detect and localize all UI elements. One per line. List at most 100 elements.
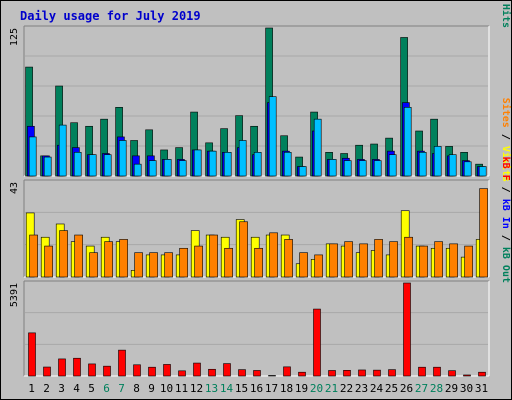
- bar-sites: [344, 241, 353, 278]
- x-tick-label: 21: [325, 382, 338, 395]
- bar-kbytes: [448, 370, 456, 377]
- bar-kbytes: [88, 363, 96, 377]
- bar-pages: [238, 140, 247, 177]
- x-tick-label: 17: [265, 382, 278, 395]
- legend-visits: Visits: [500, 146, 512, 182]
- bar-pages: [88, 154, 97, 177]
- bar-pages: [403, 107, 412, 177]
- bar-kbytes: [238, 369, 246, 377]
- bar-kbytes: [388, 369, 396, 377]
- bar-sites: [59, 230, 68, 278]
- legend-2: kB F / kB In / kB Out: [500, 157, 511, 283]
- bar-kbytes: [253, 370, 261, 377]
- bar-pages: [118, 140, 127, 177]
- legend-0: Pages / Files / Hits: [500, 0, 512, 28]
- legend-kb-out: kB Out: [500, 247, 511, 283]
- x-tick-label: 3: [58, 382, 65, 395]
- bar-sites: [434, 241, 443, 278]
- bar-sites: [239, 221, 248, 278]
- bar-pages: [28, 136, 37, 177]
- bar-pages: [193, 149, 202, 177]
- bar-sites: [374, 239, 383, 278]
- x-tick-label: 12: [190, 382, 203, 395]
- bar-kbytes: [373, 369, 381, 377]
- bar-kbytes: [178, 370, 186, 377]
- bar-pages: [178, 160, 187, 177]
- legend-kb-f: kB F: [500, 157, 511, 181]
- bar-kbytes: [193, 362, 201, 377]
- bar-kbytes: [358, 369, 366, 377]
- x-tick-label: 1: [28, 382, 35, 395]
- legend-separator: /: [500, 181, 511, 199]
- bar-kbytes: [268, 375, 276, 377]
- legend-separator: /: [500, 229, 511, 247]
- bar-sites: [254, 247, 263, 278]
- bar-pages: [268, 96, 277, 177]
- bar-pages: [73, 152, 82, 177]
- panel-kbytes-plot-area: [24, 281, 489, 376]
- bar-sites: [269, 232, 278, 278]
- bar-pages: [253, 152, 262, 177]
- bar-pages: [103, 154, 112, 177]
- bar-kbytes: [283, 366, 291, 377]
- x-tick-label: 2: [43, 382, 50, 395]
- bar-sites: [284, 239, 293, 278]
- x-tick-label: 27: [415, 382, 428, 395]
- bar-kbytes: [208, 368, 216, 377]
- bar-pages: [283, 152, 292, 177]
- bar-sites: [464, 245, 473, 278]
- bar-sites: [299, 252, 308, 278]
- x-tick-label: 4: [73, 382, 80, 395]
- bar-kbytes: [133, 364, 141, 377]
- bar-pages: [343, 160, 352, 177]
- bar-sites: [104, 241, 113, 278]
- x-tick-label: 7: [118, 382, 125, 395]
- bar-kbytes: [73, 357, 81, 377]
- bar-pages: [463, 161, 472, 177]
- bar-pages: [58, 124, 67, 177]
- bar-pages: [133, 163, 142, 177]
- bar-pages: [148, 160, 157, 177]
- x-tick-label: 23: [355, 382, 368, 395]
- bar-sites: [134, 252, 143, 278]
- bar-pages: [298, 166, 307, 177]
- bar-sites: [404, 236, 413, 278]
- bar-sites: [479, 188, 488, 278]
- bar-sites: [119, 239, 128, 278]
- x-tick-label: 31: [475, 382, 488, 395]
- bar-sites: [209, 234, 218, 278]
- x-tick-label: 14: [220, 382, 234, 395]
- x-tick-label: 18: [280, 382, 293, 395]
- bar-kbytes: [28, 332, 36, 377]
- legend-1: Sites / Visits: [500, 98, 512, 182]
- y-max-label: 43: [9, 182, 20, 194]
- x-tick-label: 22: [340, 382, 353, 395]
- bar-pages: [358, 160, 367, 177]
- x-tick-label: 5: [88, 382, 95, 395]
- bar-kbytes: [478, 371, 486, 377]
- bar-pages: [433, 146, 442, 177]
- chart-title: Daily usage for July 2019: [20, 9, 201, 23]
- bar-sites: [89, 252, 98, 278]
- bar-kbytes: [223, 363, 231, 377]
- legend-hits: Hits: [500, 4, 512, 28]
- x-tick-label: 16: [250, 382, 263, 395]
- bar-sites: [194, 245, 203, 278]
- x-tick-label: 29: [445, 382, 458, 395]
- x-tick-label: 25: [385, 382, 398, 395]
- x-tick-label: 15: [235, 382, 248, 395]
- x-tick-label: 20: [310, 382, 323, 395]
- bar-kbytes: [43, 366, 51, 377]
- bar-sites: [74, 234, 83, 278]
- bar-kbytes: [418, 366, 426, 377]
- x-tick-label: 24: [370, 382, 384, 395]
- bar-kbytes: [328, 370, 336, 377]
- x-tick-label: 30: [460, 382, 473, 395]
- legend-separator: /: [500, 0, 511, 4]
- x-tick-label: 9: [148, 382, 155, 395]
- x-tick-label: 10: [160, 382, 173, 395]
- bar-kbytes: [103, 365, 111, 377]
- bar-sites: [449, 243, 458, 278]
- bar-pages: [208, 150, 217, 177]
- x-tick-label: 13: [205, 382, 218, 395]
